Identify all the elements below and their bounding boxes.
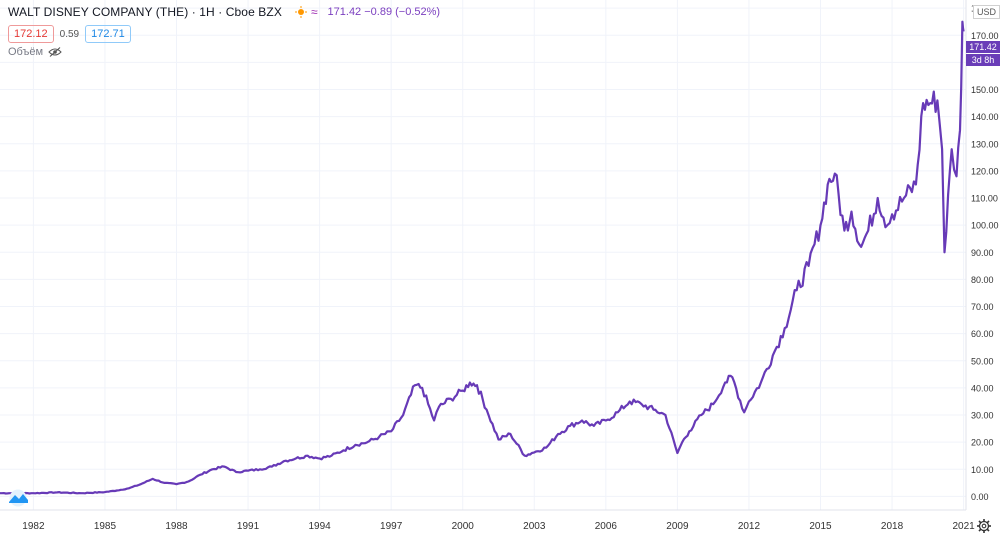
x-tick-label: 2012	[738, 521, 761, 532]
x-tick-label: 2015	[809, 521, 832, 532]
tradingview-logo-icon[interactable]	[6, 489, 30, 507]
eye-crossed-icon[interactable]	[48, 47, 62, 57]
y-tick-label: 70.00	[971, 302, 994, 312]
y-tick-label: 170.00	[971, 31, 999, 41]
x-tick-label: 1994	[308, 521, 331, 532]
chart-header: WALT DISNEY COMPANY (THE) · 1H · Cboe BZ…	[8, 5, 440, 19]
x-tick-label: 1982	[22, 521, 45, 532]
y-tick-label: 80.00	[971, 275, 994, 285]
sell-button[interactable]: 172.12	[8, 25, 54, 43]
y-tick-label: 0.00	[971, 492, 989, 502]
y-tick-label: 20.00	[971, 438, 994, 448]
y-tick-label: 150.00	[971, 85, 999, 95]
x-tick-label: 2000	[452, 521, 475, 532]
volume-indicator[interactable]: Объём	[8, 46, 62, 58]
spread-value: 0.59	[59, 28, 80, 40]
chart-grid	[0, 0, 966, 510]
y-tick-label: 130.00	[971, 139, 999, 149]
x-tick-label: 1991	[237, 521, 260, 532]
x-tick-label: 2009	[666, 521, 689, 532]
wave-icon[interactable]: ≈	[310, 5, 318, 19]
x-tick-label: 1985	[94, 521, 117, 532]
y-tick-label: 140.00	[971, 112, 999, 122]
x-tick-label: 2018	[881, 521, 904, 532]
x-tick-label: 2003	[523, 521, 546, 532]
symbol-title[interactable]: WALT DISNEY COMPANY (THE) · 1H · Cboe BZ…	[8, 5, 282, 19]
x-tick-label: 2006	[595, 521, 618, 532]
buy-button[interactable]: 172.71	[85, 25, 131, 43]
last-price-label: 171.42	[966, 41, 1000, 53]
sun-icon[interactable]	[294, 6, 308, 18]
last-change: 171.42 −0.89 (−0.52%)	[327, 6, 441, 18]
y-tick-label: 110.00	[971, 194, 998, 204]
time-axis[interactable]: 1982 1985 1988 1991 1994 1997 2000 2003 2006 2009…	[22, 521, 975, 532]
x-tick-label: 1997	[380, 521, 403, 532]
y-tick-label: 100.00	[971, 221, 999, 231]
countdown-label: 3d 8h	[966, 54, 1000, 66]
quote-panel: 172.12 0.59 172.71	[8, 25, 131, 43]
x-tick-label: 2021	[952, 521, 975, 532]
y-tick-label: 30.00	[971, 411, 994, 421]
gear-icon[interactable]	[976, 518, 992, 534]
currency-label[interactable]: USD	[973, 5, 1000, 19]
volume-label: Объём	[8, 46, 44, 58]
x-tick-label: 1988	[165, 521, 188, 532]
y-tick-label: 40.00	[971, 383, 994, 393]
y-tick-label: 10.00	[971, 465, 994, 475]
y-tick-label: 50.00	[971, 356, 994, 366]
y-tick-label: 120.00	[971, 166, 999, 176]
y-tick-label: 60.00	[971, 329, 994, 339]
y-tick-label: 90.00	[971, 248, 994, 258]
price-line	[0, 20, 965, 495]
price-axis[interactable]: 0.00 10.00 20.00 30.00 40.00 50.00 60.00 70.00 8…	[971, 4, 999, 502]
